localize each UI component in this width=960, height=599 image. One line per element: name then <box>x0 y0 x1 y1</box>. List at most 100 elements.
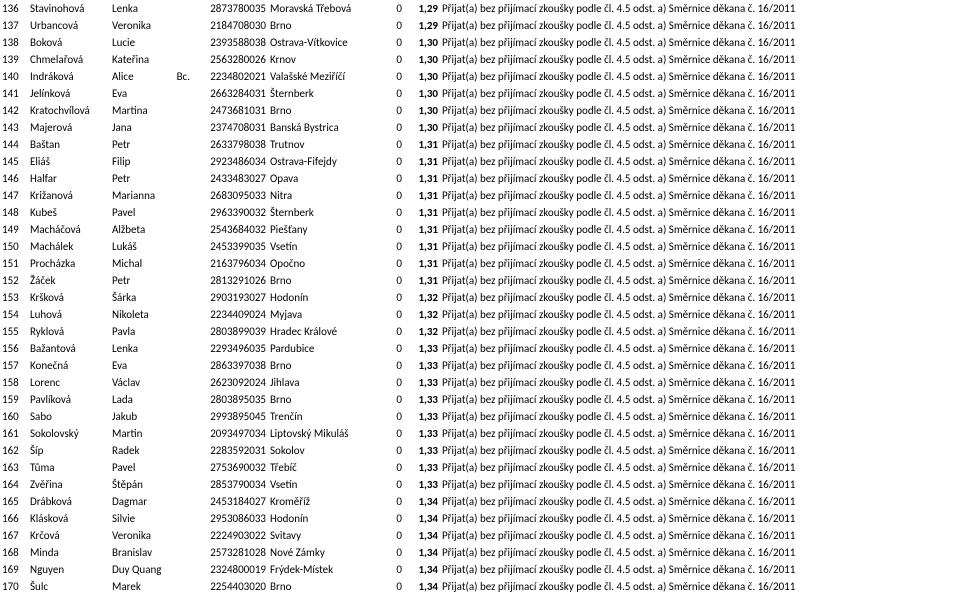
cell-first: Jana <box>110 119 192 136</box>
table-row: 168MindaBranislav2573281028Nové Zámky01,… <box>0 544 960 561</box>
table-row: 152ŽáčekPetr2813291026Brno01,31Přijat(a)… <box>0 272 960 289</box>
cell-zero: 0 <box>386 476 404 493</box>
table-row: 151ProcházkaMichal2163796034Opočno01,31P… <box>0 255 960 272</box>
cell-status: Přijat(a) bez přijímací zkoušky podle čl… <box>440 170 960 187</box>
cell-idx: 146 <box>0 170 28 187</box>
cell-city: Brno <box>268 357 386 374</box>
cell-last: Kubeš <box>28 204 110 221</box>
cell-code: 2093497034 <box>192 425 268 442</box>
cell-zero: 0 <box>386 136 404 153</box>
cell-score: 1,31 <box>404 170 440 187</box>
cell-city: Vsetín <box>268 476 386 493</box>
table-row: 170ŠulcMarek2254403020Brno01,34Přijat(a)… <box>0 578 960 595</box>
cell-first: Branislav <box>110 544 192 561</box>
cell-score: 1,29 <box>404 0 440 17</box>
table-row: 167KrčováVeronika2224903022Svitavy01,34P… <box>0 527 960 544</box>
cell-last: Šulc <box>28 578 110 595</box>
cell-city: Hodonín <box>268 510 386 527</box>
cell-code: 2663284031 <box>192 85 268 102</box>
cell-score: 1,30 <box>404 34 440 51</box>
cell-last: Ryklová <box>28 323 110 340</box>
cell-idx: 153 <box>0 289 28 306</box>
cell-last: Bažantová <box>28 340 110 357</box>
cell-status: Přijat(a) bez přijímací zkoušky podle čl… <box>440 408 960 425</box>
cell-idx: 170 <box>0 578 28 595</box>
cell-status: Přijat(a) bez přijímací zkoušky podle čl… <box>440 561 960 578</box>
cell-last: Baštan <box>28 136 110 153</box>
cell-city: Krnov <box>268 51 386 68</box>
cell-status: Přijat(a) bez přijímací zkoušky podle čl… <box>440 527 960 544</box>
cell-idx: 166 <box>0 510 28 527</box>
cell-status: Přijat(a) bez přijímací zkoušky podle čl… <box>440 391 960 408</box>
cell-code: 2573281028 <box>192 544 268 561</box>
cell-status: Přijat(a) bez přijímací zkoušky podle čl… <box>440 442 960 459</box>
table-row: 156BažantováLenka2293496035Pardubice01,3… <box>0 340 960 357</box>
cell-city: Liptovský Mikuláš <box>268 425 386 442</box>
cell-first: Radek <box>110 442 192 459</box>
cell-score: 1,32 <box>404 289 440 306</box>
cell-city: Svitavy <box>268 527 386 544</box>
cell-status: Přijat(a) bez přijímací zkoušky podle čl… <box>440 323 960 340</box>
cell-idx: 167 <box>0 527 28 544</box>
cell-last: Kršková <box>28 289 110 306</box>
cell-last: Majerová <box>28 119 110 136</box>
cell-idx: 163 <box>0 459 28 476</box>
cell-score: 1,29 <box>404 17 440 34</box>
cell-last: Indráková <box>28 68 110 85</box>
cell-zero: 0 <box>386 391 404 408</box>
cell-last: Machálek <box>28 238 110 255</box>
cell-idx: 137 <box>0 17 28 34</box>
table-row: 157KonečnáEva2863397038Brno01,33Přijat(a… <box>0 357 960 374</box>
cell-code: 2923486034 <box>192 153 268 170</box>
cell-status: Přijat(a) bez přijímací zkoušky podle čl… <box>440 204 960 221</box>
cell-idx: 154 <box>0 306 28 323</box>
cell-idx: 160 <box>0 408 28 425</box>
cell-zero: 0 <box>386 340 404 357</box>
cell-city: Ostrava-Vítkovice <box>268 34 386 51</box>
cell-last: Macháčová <box>28 221 110 238</box>
cell-first: Marianna <box>110 187 192 204</box>
cell-zero: 0 <box>386 357 404 374</box>
cell-first: Alžbeta <box>110 221 192 238</box>
table-row: 160SaboJakub2993895045Trenčín01,33Přijat… <box>0 408 960 425</box>
cell-first: Lucie <box>110 34 192 51</box>
cell-city: Brno <box>268 102 386 119</box>
cell-score: 1,34 <box>404 544 440 561</box>
cell-zero: 0 <box>386 238 404 255</box>
cell-zero: 0 <box>386 34 404 51</box>
cell-code: 2863397038 <box>192 357 268 374</box>
cell-code: 2283592031 <box>192 442 268 459</box>
cell-status: Přijat(a) bez přijímací zkoušky podle čl… <box>440 459 960 476</box>
cell-code: 2453184027 <box>192 493 268 510</box>
cell-code: 2234409024 <box>192 306 268 323</box>
cell-score: 1,30 <box>404 51 440 68</box>
cell-first: Lukáš <box>110 238 192 255</box>
cell-zero: 0 <box>386 561 404 578</box>
table-row: 158LorencVáclav2623092024Jihlava01,33Při… <box>0 374 960 391</box>
cell-score: 1,34 <box>404 493 440 510</box>
cell-idx: 161 <box>0 425 28 442</box>
cell-idx: 158 <box>0 374 28 391</box>
cell-score: 1,33 <box>404 408 440 425</box>
cell-score: 1,33 <box>404 459 440 476</box>
cell-code: 2473681031 <box>192 102 268 119</box>
cell-first: AliceBc. <box>110 68 192 85</box>
cell-zero: 0 <box>386 85 404 102</box>
cell-code: 2433483027 <box>192 170 268 187</box>
cell-last: Krčová <box>28 527 110 544</box>
cell-score: 1,34 <box>404 510 440 527</box>
cell-first: Dagmar <box>110 493 192 510</box>
cell-status: Přijat(a) bez přijímací zkoušky podle čl… <box>440 476 960 493</box>
table-row: 138BokováLucie2393588038Ostrava-Vítkovic… <box>0 34 960 51</box>
cell-first: Lenka <box>110 340 192 357</box>
cell-status: Přijat(a) bez přijímací zkoušky podle čl… <box>440 153 960 170</box>
cell-status: Přijat(a) bez přijímací zkoušky podle čl… <box>440 544 960 561</box>
cell-status: Přijat(a) bez přijímací zkoušky podle čl… <box>440 102 960 119</box>
cell-status: Přijat(a) bez přijímací zkoušky podle čl… <box>440 17 960 34</box>
cell-status: Přijat(a) bez přijímací zkoušky podle čl… <box>440 34 960 51</box>
cell-zero: 0 <box>386 102 404 119</box>
table-row: 142KratochvílováMartina2473681031Brno01,… <box>0 102 960 119</box>
table-row: 146HalfarPetr2433483027Opava01,31Přijat(… <box>0 170 960 187</box>
cell-first: Eva <box>110 85 192 102</box>
cell-score: 1,30 <box>404 102 440 119</box>
